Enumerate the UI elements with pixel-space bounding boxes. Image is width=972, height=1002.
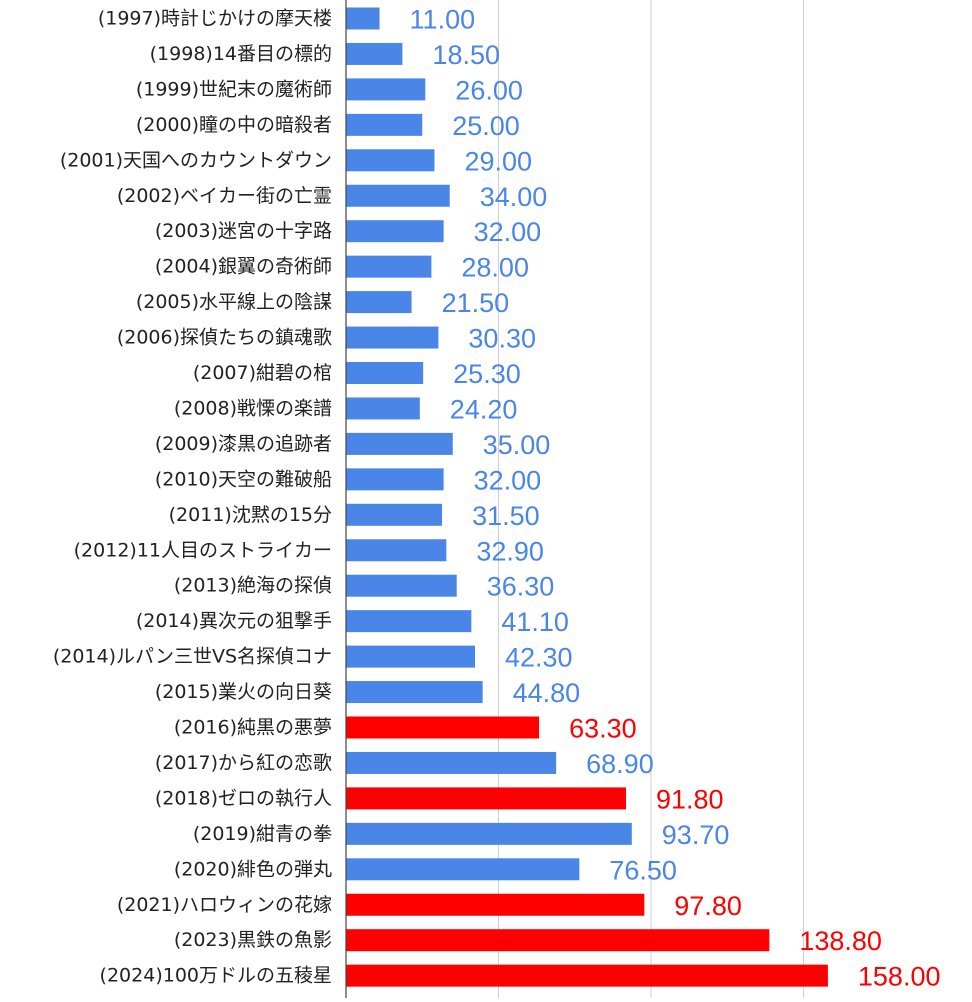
category-label-14: (2010)天空の難破船 bbox=[155, 468, 332, 490]
bar-16 bbox=[346, 539, 447, 562]
category-label-9: (2005)水平線上の陰謀 bbox=[136, 291, 332, 313]
value-label-14: 32.00 bbox=[474, 465, 542, 495]
value-label-2: 18.50 bbox=[432, 40, 500, 70]
bar-21 bbox=[346, 716, 540, 739]
value-label-13: 35.00 bbox=[483, 430, 551, 460]
bar-22 bbox=[346, 751, 557, 774]
category-label-22: (2017)から紅の恋歌 bbox=[155, 752, 332, 774]
value-label-19: 42.30 bbox=[505, 643, 573, 673]
category-label-21: (2016)純黒の悪夢 bbox=[174, 717, 332, 739]
bar-27 bbox=[346, 929, 770, 952]
bar-19 bbox=[346, 645, 476, 668]
value-label-20: 44.80 bbox=[513, 678, 581, 708]
value-label-25: 76.50 bbox=[609, 855, 677, 885]
category-label-19: (2014)ルパン三世VS名探偵コナ bbox=[53, 646, 332, 668]
category-label-28: (2024)100万ドルの五稜星 bbox=[100, 965, 332, 987]
category-label-11: (2007)紺碧の棺 bbox=[193, 362, 332, 384]
bar-20 bbox=[346, 681, 483, 704]
value-label-11: 25.30 bbox=[453, 359, 521, 389]
category-label-18: (2014)異次元の狙撃手 bbox=[136, 610, 332, 632]
bar-8 bbox=[346, 255, 432, 278]
category-label-12: (2008)戦慄の楽譜 bbox=[174, 397, 332, 419]
category-label-13: (2009)漆黒の追跡者 bbox=[155, 433, 332, 455]
bar-6 bbox=[346, 184, 450, 207]
bar-17 bbox=[346, 574, 457, 597]
bar-14 bbox=[346, 468, 444, 491]
value-label-22: 68.90 bbox=[586, 749, 654, 779]
category-label-6: (2002)ベイカー街の亡霊 bbox=[117, 185, 332, 207]
bar-24 bbox=[346, 822, 632, 845]
bar-9 bbox=[346, 291, 412, 314]
bar-23 bbox=[346, 787, 626, 810]
category-label-25: (2020)緋色の弾丸 bbox=[174, 858, 332, 880]
value-label-17: 36.30 bbox=[487, 572, 555, 602]
value-labels: 11.00 18.50 26.00 25.00 29.00 34.00 32.00 28.00… bbox=[410, 5, 941, 992]
value-label-23: 91.80 bbox=[656, 784, 724, 814]
bar-2 bbox=[346, 42, 403, 65]
value-label-27: 138.80 bbox=[799, 926, 882, 956]
category-label-17: (2013)絶海の探偵 bbox=[174, 575, 332, 597]
bar-1 bbox=[346, 7, 380, 30]
category-labels: (1997)時計じかけの摩天楼 (1998)14番目の標的 (1999)世紀末の魔術… bbox=[53, 8, 332, 987]
bar-5 bbox=[346, 149, 435, 172]
bar-13 bbox=[346, 432, 453, 455]
category-label-26: (2021)ハロウィンの花嫁 bbox=[117, 894, 332, 916]
bar-25 bbox=[346, 858, 580, 881]
bar-18 bbox=[346, 610, 472, 633]
value-label-4: 25.00 bbox=[452, 111, 520, 141]
bar-26 bbox=[346, 893, 645, 916]
category-label-8: (2004)銀翼の奇術師 bbox=[155, 256, 332, 278]
value-label-7: 32.00 bbox=[474, 217, 542, 247]
value-label-1: 11.00 bbox=[410, 5, 476, 35]
bar-7 bbox=[346, 220, 444, 243]
category-label-5: (2001)天国へのカウントダウン bbox=[60, 149, 332, 171]
bar-3 bbox=[346, 78, 426, 101]
bar-28 bbox=[346, 964, 828, 987]
category-label-20: (2015)業火の向日葵 bbox=[155, 681, 332, 703]
value-label-16: 32.90 bbox=[476, 536, 544, 566]
value-label-5: 29.00 bbox=[464, 146, 532, 176]
category-label-15: (2011)沈黙の15分 bbox=[169, 504, 332, 526]
category-label-23: (2018)ゼロの執行人 bbox=[155, 787, 332, 809]
bar-4 bbox=[346, 113, 423, 136]
bar-15 bbox=[346, 503, 443, 526]
category-label-10: (2006)探偵たちの鎮魂歌 bbox=[117, 327, 332, 349]
value-label-24: 93.70 bbox=[662, 820, 730, 850]
value-label-12: 24.20 bbox=[450, 394, 518, 424]
gridlines bbox=[498, 0, 804, 998]
value-label-9: 21.50 bbox=[442, 288, 510, 318]
value-label-8: 28.00 bbox=[461, 253, 529, 283]
bar-10 bbox=[346, 326, 439, 349]
value-label-21: 63.30 bbox=[569, 714, 637, 744]
category-label-2: (1998)14番目の標的 bbox=[150, 43, 332, 65]
category-label-1: (1997)時計じかけの摩天楼 bbox=[98, 8, 332, 30]
bar-12 bbox=[346, 397, 420, 420]
category-label-24: (2019)紺青の拳 bbox=[193, 823, 332, 845]
category-label-3: (1999)世紀末の魔術師 bbox=[136, 78, 332, 100]
category-label-27: (2023)黒鉄の魚影 bbox=[174, 929, 332, 951]
value-label-3: 26.00 bbox=[455, 75, 523, 105]
value-label-10: 30.30 bbox=[468, 324, 536, 354]
value-label-26: 97.80 bbox=[674, 891, 742, 921]
category-label-4: (2000)瞳の中の暗殺者 bbox=[136, 114, 332, 136]
bars bbox=[346, 7, 828, 987]
value-label-18: 41.10 bbox=[501, 607, 569, 637]
category-label-7: (2003)迷宮の十字路 bbox=[155, 220, 332, 242]
bar-11 bbox=[346, 362, 424, 384]
category-label-16: (2012)11人目のストライカー bbox=[74, 539, 332, 561]
value-label-6: 34.00 bbox=[480, 182, 548, 212]
value-label-15: 31.50 bbox=[472, 501, 540, 531]
value-label-28: 158.00 bbox=[858, 962, 941, 992]
